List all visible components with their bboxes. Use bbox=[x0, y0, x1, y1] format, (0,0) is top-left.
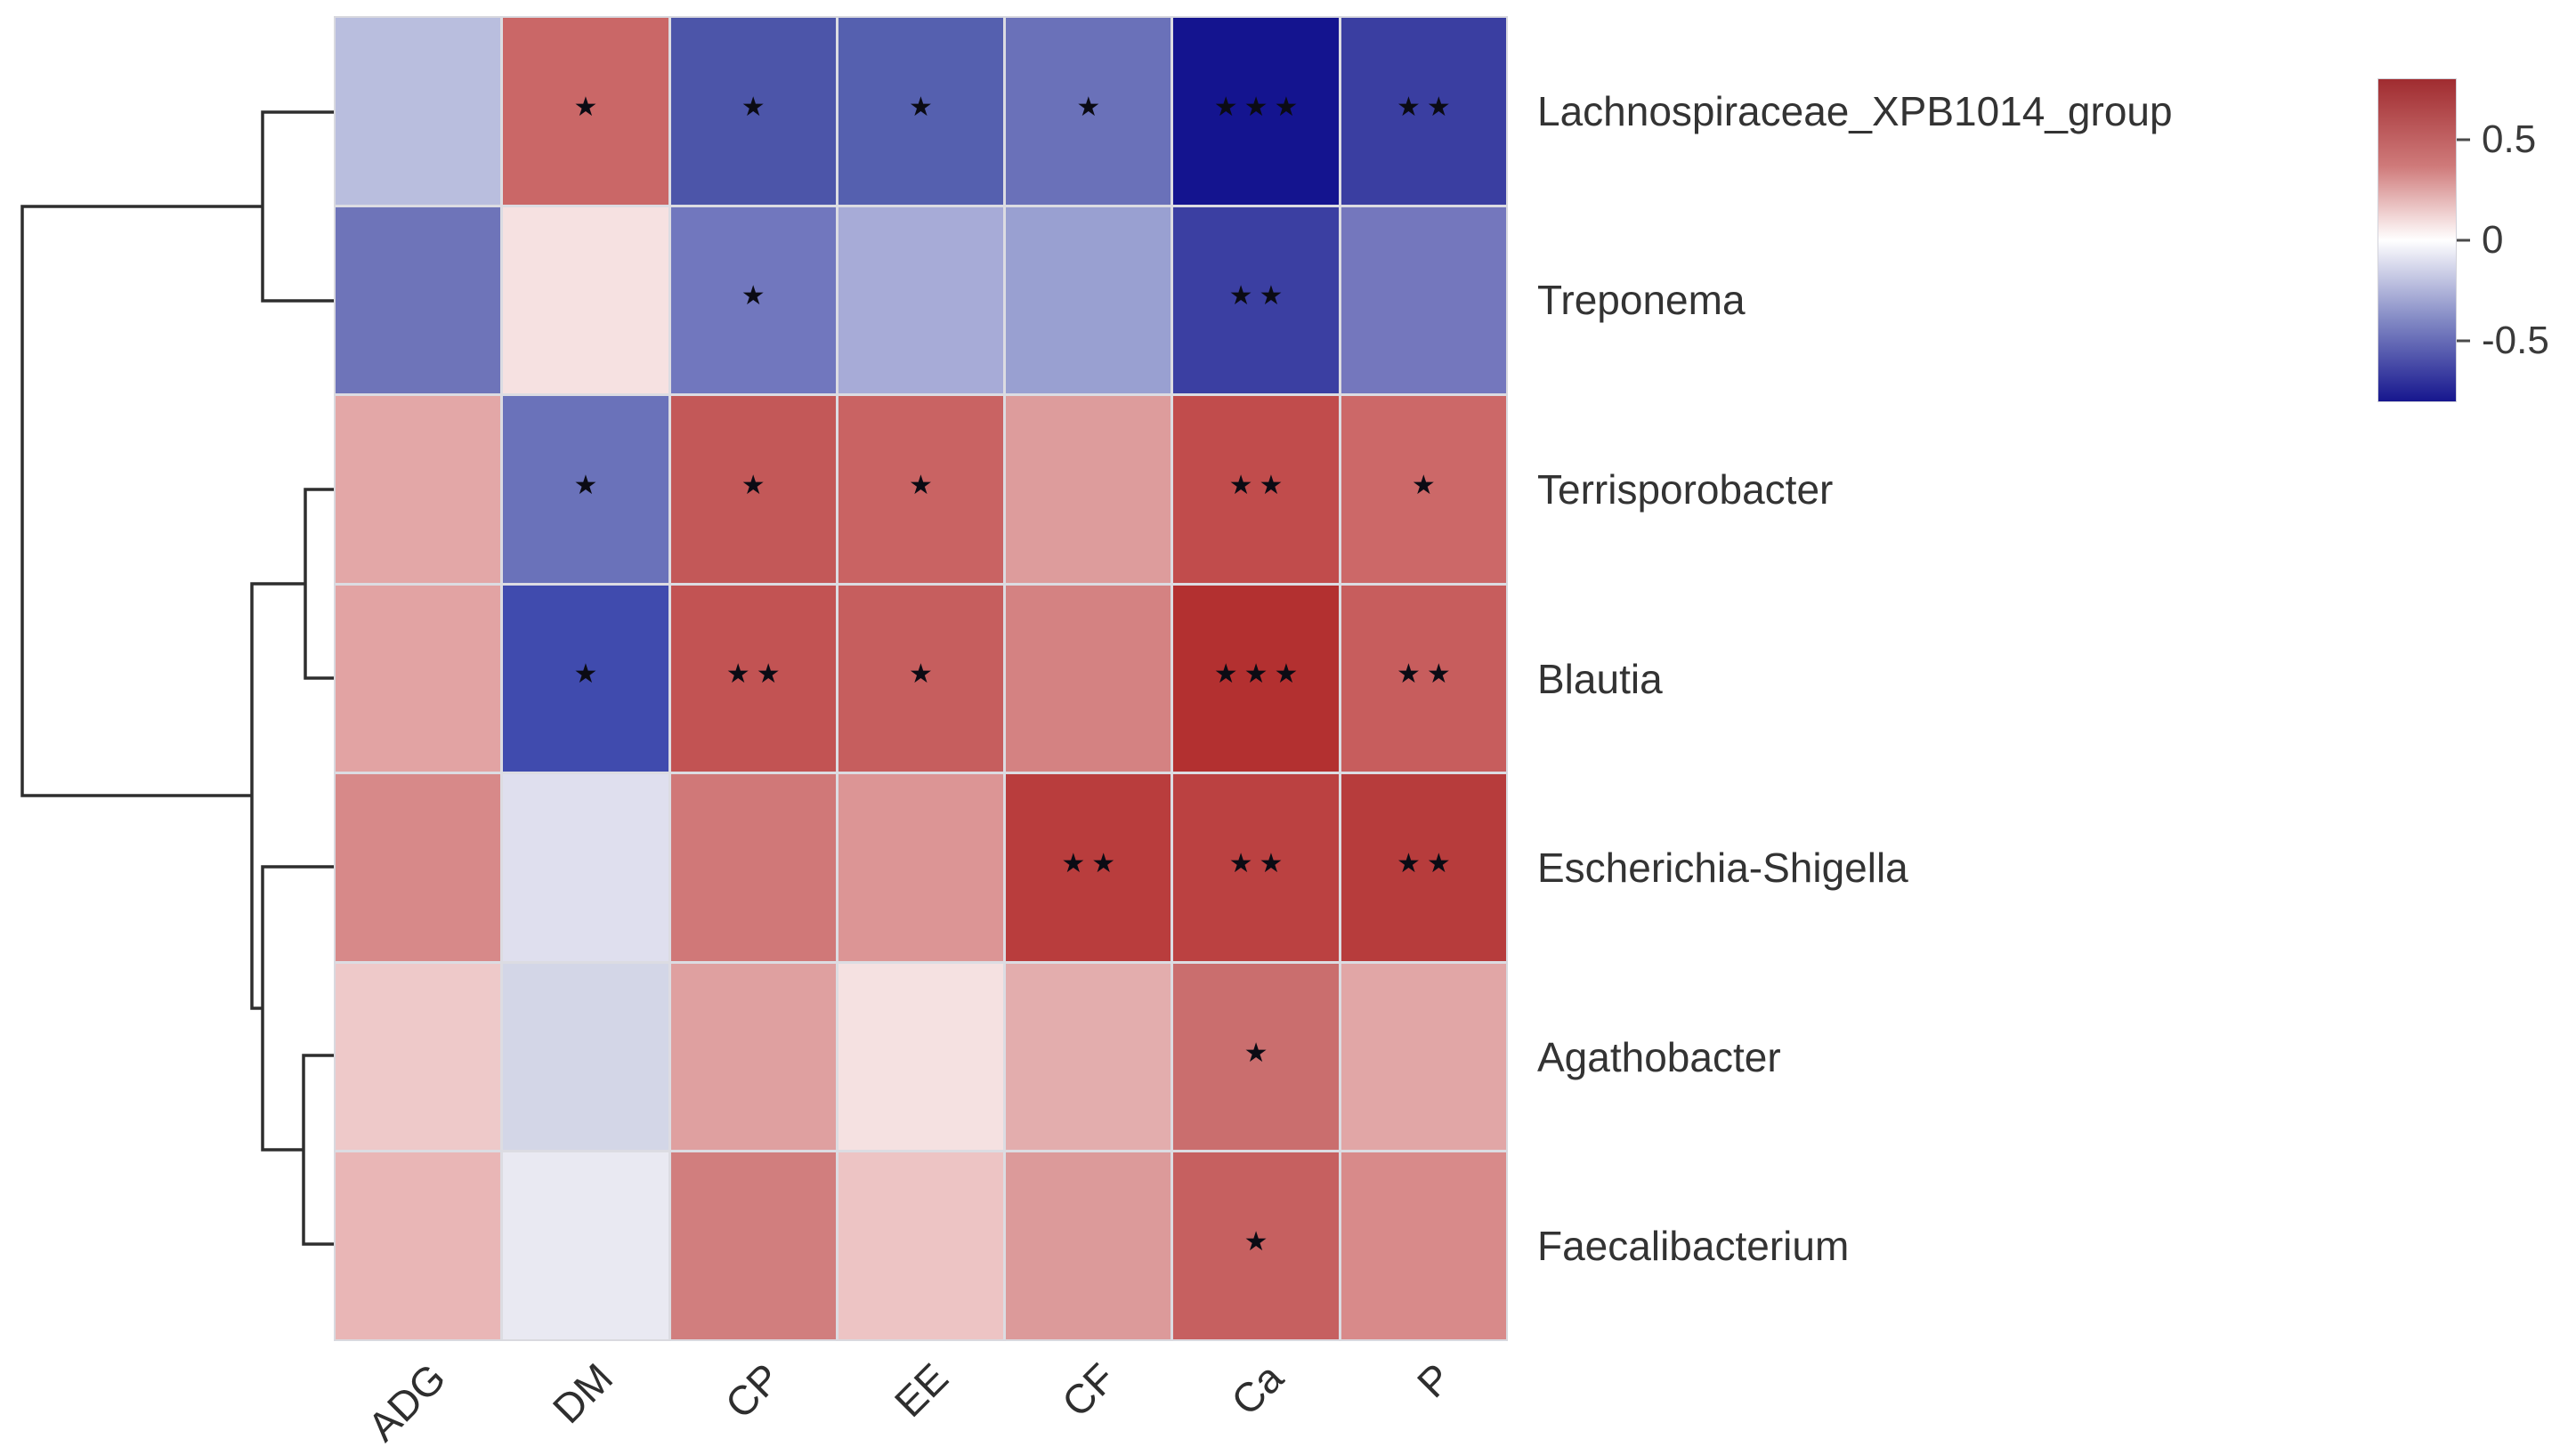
heatmap-cell bbox=[670, 1152, 836, 1339]
significance-stars: ★★★ bbox=[1213, 659, 1305, 690]
significance-stars: ★★ bbox=[725, 659, 787, 690]
heatmap-cell: ★ bbox=[838, 396, 1004, 583]
heatmap-cell bbox=[838, 774, 1004, 961]
heatmap-cell bbox=[670, 963, 836, 1151]
significance-stars: ★★ bbox=[1228, 281, 1290, 311]
colorbar-tick bbox=[2457, 138, 2470, 141]
colorbar-tick-label: 0 bbox=[2482, 218, 2504, 262]
heatmap-cell bbox=[1006, 206, 1171, 394]
heatmap-cell bbox=[670, 774, 836, 961]
heatmap-cell: ★ bbox=[670, 18, 836, 205]
row-label: Lachnospiraceae_XPB1014_group bbox=[1537, 87, 2173, 134]
heatmap-cell: ★★★ bbox=[1173, 585, 1339, 772]
colorbar-tick-label: -0.5 bbox=[2482, 319, 2549, 362]
heatmap-cell: ★★ bbox=[1341, 585, 1506, 772]
heatmap-cell bbox=[838, 206, 1004, 394]
significance-stars: ★ bbox=[573, 659, 604, 690]
significance-stars: ★ bbox=[1411, 470, 1442, 500]
heatmap-cell: ★ bbox=[1173, 1152, 1339, 1339]
significance-stars: ★★ bbox=[1061, 849, 1122, 879]
significance-stars: ★ bbox=[741, 470, 772, 500]
significance-stars: ★ bbox=[741, 92, 772, 122]
row-label: Escherichia-Shigella bbox=[1537, 845, 1908, 892]
significance-stars: ★ bbox=[909, 659, 939, 690]
significance-stars: ★ bbox=[1243, 1227, 1275, 1257]
significance-stars: ★ bbox=[1076, 92, 1107, 122]
heatmap-cell bbox=[1341, 963, 1506, 1151]
heatmap-cell bbox=[336, 396, 501, 583]
heatmap-cell bbox=[336, 206, 501, 394]
heatmap-cell bbox=[336, 774, 501, 961]
heatmap-cell: ★★ bbox=[1173, 206, 1339, 394]
heatmap-cell: ★★★ bbox=[1173, 18, 1339, 205]
significance-stars: ★★ bbox=[1396, 849, 1457, 879]
significance-stars: ★ bbox=[909, 92, 939, 122]
heatmap-cell bbox=[1006, 585, 1171, 772]
heatmap-cell: ★★ bbox=[1341, 18, 1506, 205]
significance-stars: ★★ bbox=[1396, 92, 1457, 122]
heatmap-cell: ★ bbox=[670, 206, 836, 394]
heatmap-cell: ★ bbox=[670, 396, 836, 583]
row-label: Blautia bbox=[1537, 655, 1663, 702]
row-label: Faecalibacterium bbox=[1537, 1223, 1850, 1270]
heatmap-cell: ★ bbox=[503, 585, 668, 772]
significance-stars: ★ bbox=[909, 470, 939, 500]
heatmap-cell: ★ bbox=[503, 396, 668, 583]
heatmap-cell: ★ bbox=[503, 18, 668, 205]
dendrogram-lines bbox=[20, 110, 337, 1246]
heatmap-cell bbox=[838, 963, 1004, 1151]
heatmap-cell bbox=[1341, 206, 1506, 394]
heatmap-cell bbox=[336, 1152, 501, 1339]
significance-stars: ★ bbox=[573, 470, 604, 500]
heatmap-cell bbox=[336, 585, 501, 772]
heatmap-cell bbox=[1006, 1152, 1171, 1339]
colorbar-tick bbox=[2457, 238, 2470, 242]
heatmap-cell: ★★ bbox=[1173, 774, 1339, 961]
colorbar-tick-label: 0.5 bbox=[2482, 117, 2537, 161]
heatmap-cell bbox=[1341, 1152, 1506, 1339]
significance-stars: ★ bbox=[573, 92, 604, 122]
heatmap-cell bbox=[1006, 396, 1171, 583]
heatmap-cell bbox=[503, 774, 668, 961]
heatmap-cell bbox=[503, 963, 668, 1151]
heatmap-grid: ★ ★ ★ ★ ★★★ ★★ ★ ★★ ★ ★ ★ ★★ ★ ★ ★★ ★ ★★★ ★★ ★★ ★★ ★★ ★ ★ bbox=[334, 16, 1508, 1341]
heatmap-cell bbox=[336, 18, 501, 205]
significance-stars: ★★ bbox=[1228, 849, 1290, 879]
heatmap-cell: ★★ bbox=[1006, 774, 1171, 961]
heatmap-cell: ★★ bbox=[1173, 396, 1339, 583]
significance-stars: ★★ bbox=[1228, 470, 1290, 500]
colorbar-gradient bbox=[2378, 78, 2457, 402]
heatmap-cell bbox=[336, 963, 501, 1151]
heatmap-cell: ★ bbox=[838, 18, 1004, 205]
significance-stars: ★ bbox=[741, 281, 772, 311]
heatmap-cell bbox=[503, 206, 668, 394]
heatmap-cell bbox=[1006, 963, 1171, 1151]
significance-stars: ★ bbox=[1243, 1038, 1275, 1068]
row-label: Treponema bbox=[1537, 277, 1746, 324]
heatmap-cell: ★★ bbox=[670, 585, 836, 772]
heatmap-cell: ★ bbox=[1173, 963, 1339, 1151]
row-label: Terrisporobacter bbox=[1537, 465, 1834, 513]
heatmap-cell: ★ bbox=[1341, 396, 1506, 583]
row-label: Agathobacter bbox=[1537, 1033, 1781, 1080]
heatmap-cell: ★ bbox=[1006, 18, 1171, 205]
colorbar-tick bbox=[2457, 339, 2470, 343]
heatmap-cell bbox=[838, 1152, 1004, 1339]
significance-stars: ★★ bbox=[1396, 659, 1457, 690]
significance-stars: ★★★ bbox=[1213, 92, 1305, 122]
heatmap-cell bbox=[503, 1152, 668, 1339]
heatmap-cell: ★ bbox=[838, 585, 1004, 772]
heatmap-cell: ★★ bbox=[1341, 774, 1506, 961]
